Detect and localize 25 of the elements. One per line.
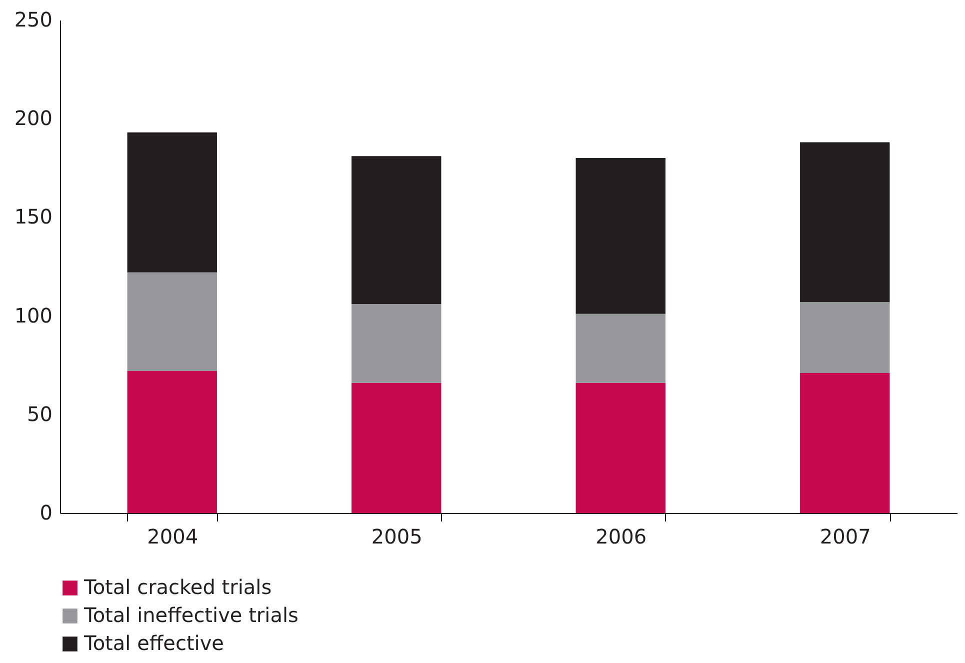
x-tick-label: 2005	[371, 524, 422, 548]
bar	[127, 272, 217, 372]
legend-label: Total ineffective trials	[83, 603, 298, 627]
bar	[127, 371, 217, 513]
bar	[576, 158, 666, 314]
bar	[576, 314, 666, 383]
x-tick-label: 2007	[820, 524, 871, 548]
bar	[800, 142, 890, 302]
bar	[352, 382, 442, 513]
y-tick-label: 250	[14, 8, 52, 32]
x-tick-label: 2006	[596, 524, 647, 548]
legend-label: Total cracked trials	[83, 575, 272, 599]
y-tick-label: 200	[14, 106, 52, 130]
bar	[127, 132, 217, 272]
bar	[352, 156, 442, 304]
bar	[800, 302, 890, 373]
bar	[576, 382, 666, 513]
y-tick-label: 50	[27, 402, 52, 426]
y-tick-label: 150	[14, 204, 52, 229]
bar	[352, 304, 442, 383]
x-tick-label: 2004	[147, 524, 198, 548]
legend-label: Total effective	[83, 631, 224, 655]
y-tick-label: 0	[40, 500, 52, 524]
bar	[800, 372, 890, 513]
y-tick-label: 100	[14, 303, 52, 328]
